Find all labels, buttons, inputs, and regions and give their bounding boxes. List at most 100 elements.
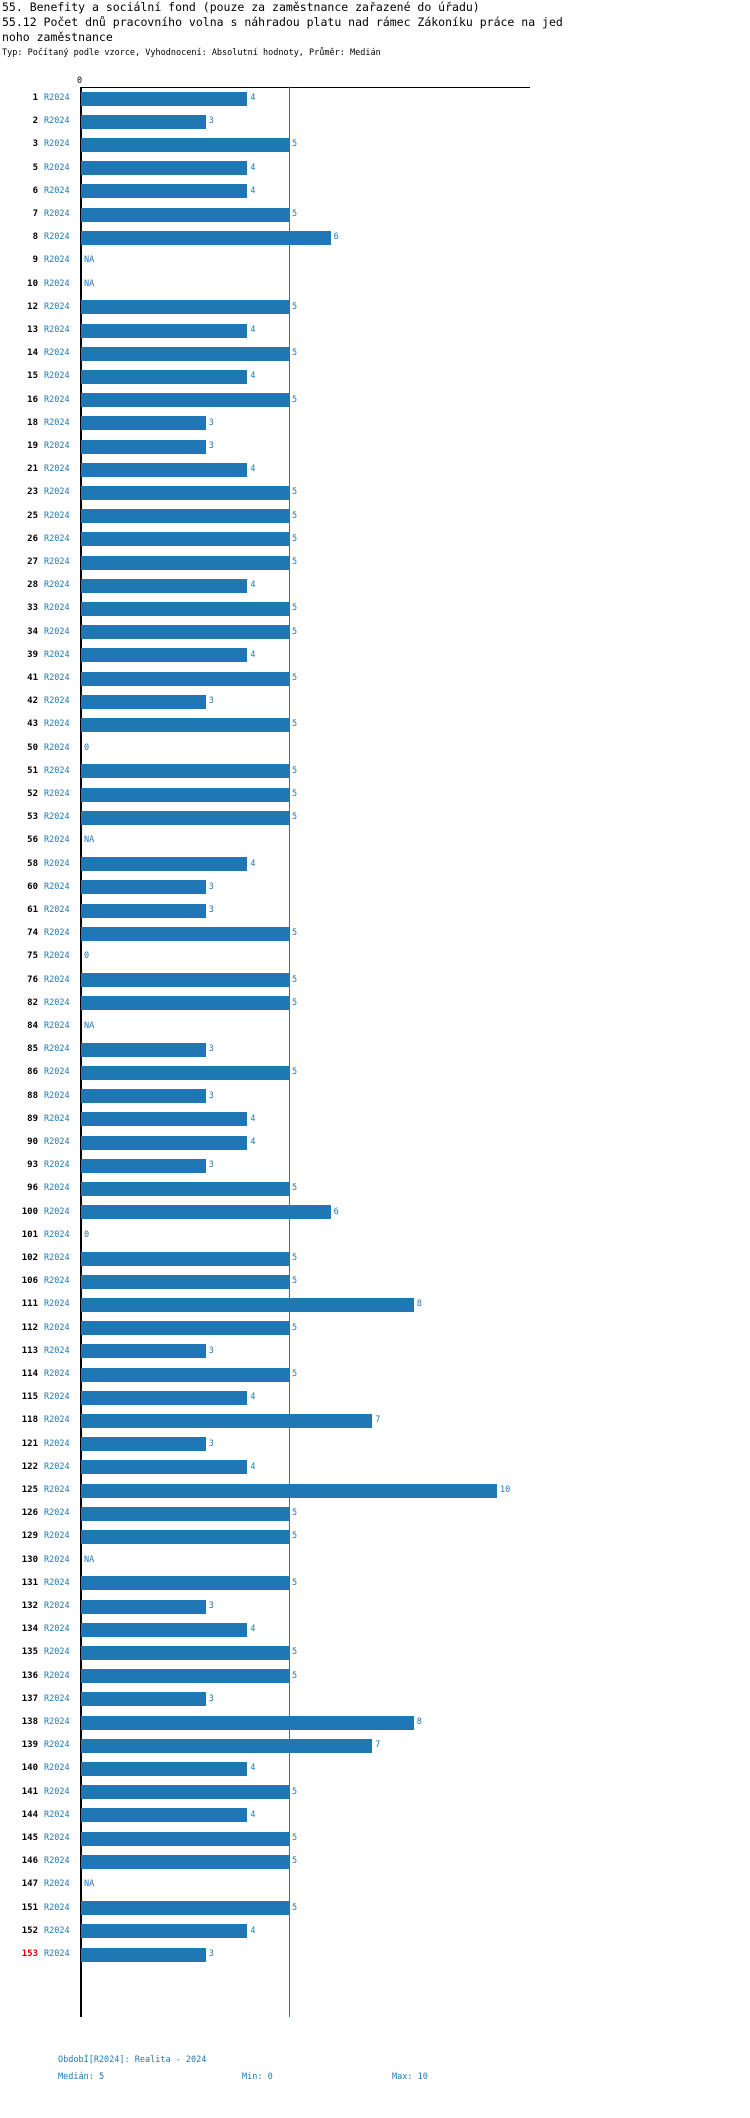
bar[interactable] <box>81 903 206 918</box>
bar[interactable] <box>81 555 289 570</box>
bar[interactable] <box>81 1065 289 1080</box>
bar-row[interactable]: 84 R2024 NA <box>0 1015 750 1038</box>
bar[interactable] <box>81 1181 289 1196</box>
bar-row[interactable]: 135 R2024 5 <box>0 1641 750 1664</box>
bar[interactable] <box>81 1112 248 1127</box>
bar[interactable] <box>81 184 248 199</box>
bar[interactable] <box>81 1576 289 1591</box>
bar[interactable] <box>81 91 248 106</box>
bar-row[interactable]: 137 R2024 3 <box>0 1688 750 1711</box>
bar[interactable] <box>81 485 289 500</box>
bar-row[interactable]: 134 R2024 4 <box>0 1618 750 1641</box>
bar-row[interactable]: 138 R2024 8 <box>0 1711 750 1734</box>
bar-row[interactable]: 132 R2024 3 <box>0 1595 750 1618</box>
bar[interactable] <box>81 1135 248 1150</box>
bar-row[interactable]: 126 R2024 5 <box>0 1502 750 1525</box>
bar[interactable] <box>81 1599 206 1614</box>
bar-row[interactable]: 140 R2024 4 <box>0 1757 750 1780</box>
bar[interactable] <box>81 207 289 222</box>
bar-row[interactable]: 115 R2024 4 <box>0 1386 750 1409</box>
bar[interactable] <box>81 300 289 315</box>
bar-row[interactable]: 13 R2024 4 <box>0 319 750 342</box>
bar[interactable] <box>81 1901 289 1916</box>
bar-row[interactable]: 86 R2024 5 <box>0 1061 750 1084</box>
bar[interactable] <box>81 230 331 245</box>
bar-row[interactable]: 151 R2024 5 <box>0 1897 750 1920</box>
bar-row[interactable]: 102 R2024 5 <box>0 1247 750 1270</box>
bar[interactable] <box>81 578 248 593</box>
bar[interactable] <box>81 1251 289 1266</box>
bar[interactable] <box>81 393 289 408</box>
bar-row[interactable]: 53 R2024 5 <box>0 806 750 829</box>
bar-row[interactable]: 118 R2024 7 <box>0 1409 750 1432</box>
bar-row[interactable]: 43 R2024 5 <box>0 713 750 736</box>
bar[interactable] <box>81 161 248 176</box>
bar-row[interactable]: 5 R2024 4 <box>0 157 750 180</box>
bar[interactable] <box>81 1831 289 1846</box>
bar-row[interactable]: 60 R2024 3 <box>0 876 750 899</box>
bar[interactable] <box>81 1205 331 1220</box>
bar[interactable] <box>81 1297 414 1312</box>
bar[interactable] <box>81 1367 289 1382</box>
bar-row[interactable]: 100 R2024 6 <box>0 1201 750 1224</box>
bar-row[interactable]: 42 R2024 3 <box>0 690 750 713</box>
bar-row[interactable]: 23 R2024 5 <box>0 481 750 504</box>
bar[interactable] <box>81 1483 497 1498</box>
bar-row[interactable]: 76 R2024 5 <box>0 969 750 992</box>
bar-row[interactable]: 34 R2024 5 <box>0 621 750 644</box>
bar-row[interactable]: 1 R2024 4 <box>0 87 750 110</box>
bar[interactable] <box>81 1645 289 1660</box>
bar[interactable] <box>81 880 206 895</box>
bar-row[interactable]: 6 R2024 4 <box>0 180 750 203</box>
bar-row[interactable]: 61 R2024 3 <box>0 899 750 922</box>
bar[interactable] <box>81 1761 248 1776</box>
bar[interactable] <box>81 601 289 616</box>
bar-row[interactable]: 19 R2024 3 <box>0 435 750 458</box>
bar[interactable] <box>81 1622 248 1637</box>
bar-row[interactable]: 39 R2024 4 <box>0 644 750 667</box>
bar-row[interactable]: 15 R2024 4 <box>0 365 750 388</box>
bar[interactable] <box>81 137 289 152</box>
bar-row[interactable]: 147 R2024 NA <box>0 1873 750 1896</box>
bar[interactable] <box>81 996 289 1011</box>
bar-row[interactable]: 7 R2024 5 <box>0 203 750 226</box>
bar-row[interactable]: 2 R2024 3 <box>0 110 750 133</box>
bar[interactable] <box>81 926 289 941</box>
bar-row[interactable]: 125 R2024 10 <box>0 1479 750 1502</box>
bar-row[interactable]: 88 R2024 3 <box>0 1085 750 1108</box>
bar-row[interactable]: 41 R2024 5 <box>0 667 750 690</box>
bar[interactable] <box>81 369 248 384</box>
bar-row[interactable]: 25 R2024 5 <box>0 505 750 528</box>
bar-row[interactable]: 9 R2024 NA <box>0 249 750 272</box>
bar[interactable] <box>81 625 289 640</box>
bar-row[interactable]: 51 R2024 5 <box>0 760 750 783</box>
bar-row[interactable]: 121 R2024 3 <box>0 1433 750 1456</box>
bar-row[interactable]: 141 R2024 5 <box>0 1781 750 1804</box>
bar[interactable] <box>81 1808 248 1823</box>
bar-row[interactable]: 58 R2024 4 <box>0 853 750 876</box>
bar-row[interactable]: 26 R2024 5 <box>0 528 750 551</box>
bar-row[interactable]: 144 R2024 4 <box>0 1804 750 1827</box>
bar-row[interactable]: 10 R2024 NA <box>0 273 750 296</box>
bar[interactable] <box>81 764 289 779</box>
bar-row[interactable]: 153 R2024 3 <box>0 1943 750 1966</box>
bar[interactable] <box>81 1924 248 1939</box>
bar[interactable] <box>81 1460 248 1475</box>
bar-row[interactable]: 90 R2024 4 <box>0 1131 750 1154</box>
bar[interactable] <box>81 671 289 686</box>
bar[interactable] <box>81 532 289 547</box>
bar[interactable] <box>81 1785 289 1800</box>
bar-row[interactable]: 21 R2024 4 <box>0 458 750 481</box>
bar-row[interactable]: 139 R2024 7 <box>0 1734 750 1757</box>
bar[interactable] <box>81 1715 414 1730</box>
bar[interactable] <box>81 648 248 663</box>
bar[interactable] <box>81 857 248 872</box>
bar[interactable] <box>81 1692 206 1707</box>
bar[interactable] <box>81 1947 206 1962</box>
bar[interactable] <box>81 973 289 988</box>
bar[interactable] <box>81 439 206 454</box>
bar[interactable] <box>81 1344 206 1359</box>
bar[interactable] <box>81 114 206 129</box>
bar[interactable] <box>81 1738 373 1753</box>
bar-row[interactable]: 145 R2024 5 <box>0 1827 750 1850</box>
